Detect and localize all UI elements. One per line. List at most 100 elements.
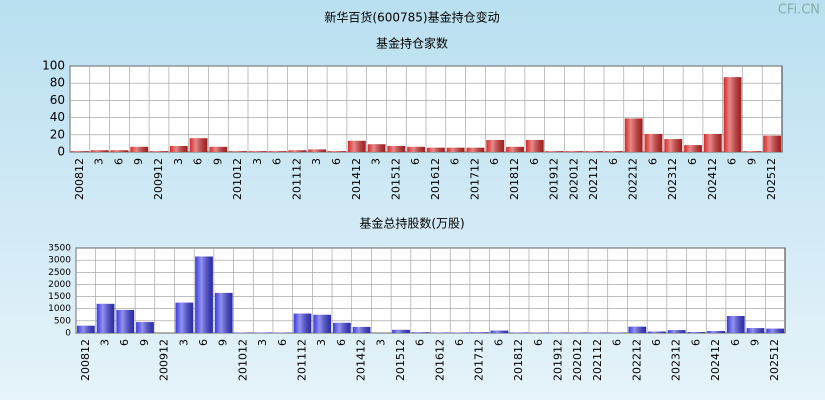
x-tick-label: 201912 [548, 158, 561, 200]
x-tick-label: 201012 [236, 339, 249, 381]
bar-shine [175, 302, 194, 333]
x-tick-label: 6 [330, 158, 343, 165]
x-tick-label: 6 [335, 339, 348, 346]
x-tick-label: 6 [611, 339, 624, 346]
x-tick-label: 3 [370, 158, 383, 165]
bar-shine [313, 314, 332, 333]
bar-shine [288, 150, 307, 152]
bar-shine [628, 326, 647, 333]
x-tick-label: 6 [650, 339, 663, 346]
bar-shine [70, 151, 89, 152]
x-tick-label: 3 [315, 339, 328, 346]
bar-shine [136, 322, 154, 333]
bar-shine [214, 292, 233, 333]
bar-shine [96, 303, 115, 333]
x-tick-label: 202312 [670, 339, 683, 381]
x-tick-label: 201712 [468, 158, 481, 200]
bar-shine [624, 118, 643, 152]
x-tick-label: 202512 [768, 339, 781, 381]
bar-shine [352, 326, 371, 333]
bar-shine [268, 151, 287, 152]
bar-shine [426, 147, 445, 152]
x-tick-label: 202012 [571, 339, 584, 381]
x-tick-label: 6 [729, 339, 742, 346]
bar-shine [766, 328, 785, 333]
x-tick-label: 9 [138, 339, 151, 346]
bar-shine [411, 332, 430, 333]
x-tick-label: 201512 [394, 339, 407, 381]
x-tick-label: 202012 [567, 158, 580, 200]
x-tick-label: 6 [492, 339, 505, 346]
x-tick-label: 201912 [552, 339, 565, 381]
x-tick-label: 201612 [429, 158, 442, 200]
bar-shine [110, 150, 129, 152]
bar-shine [90, 150, 109, 152]
bar-shine [687, 332, 706, 333]
bar-shine [703, 133, 722, 152]
x-tick-label: 3 [310, 158, 323, 165]
bar-shine [169, 145, 188, 152]
y-tick-label: 2000 [48, 280, 71, 290]
bar-shine [293, 313, 312, 333]
bar-shine [644, 133, 663, 152]
x-tick-label: 6 [112, 158, 125, 165]
chart-title: 基金持仓家数 [376, 36, 448, 51]
x-tick-label: 202212 [630, 339, 643, 381]
y-tick-label: 1500 [48, 292, 71, 302]
x-tick-label: 3 [256, 339, 269, 346]
x-tick-label: 6 [528, 158, 541, 165]
bar-shine [604, 151, 623, 152]
x-tick-label: 6 [414, 339, 427, 346]
x-tick-label: 201612 [433, 339, 446, 381]
x-tick-label: 202512 [765, 158, 778, 200]
watermark: CFi.CN [778, 3, 820, 18]
x-tick-label: 200912 [152, 158, 165, 200]
bar-shine [707, 331, 725, 333]
bar-shine [585, 151, 604, 152]
x-tick-label: 6 [192, 158, 205, 165]
bar-shine [684, 145, 702, 152]
y-tick-label: 500 [54, 316, 71, 326]
x-tick-label: 201112 [295, 339, 308, 381]
bar-shine [76, 325, 95, 333]
y-tick-label: 3500 [48, 244, 71, 254]
bar-shine [333, 322, 351, 333]
bar-shine [392, 329, 410, 333]
x-tick-label: 3 [251, 158, 264, 165]
bar-shine [743, 151, 762, 152]
x-tick-label: 202112 [591, 339, 604, 381]
x-tick-label: 9 [745, 158, 758, 165]
y-tick-label: 20 [50, 127, 65, 141]
x-tick-label: 9 [217, 339, 230, 346]
x-tick-label: 3 [177, 339, 190, 346]
x-tick-label: 202312 [666, 158, 679, 200]
x-tick-label: 9 [748, 339, 761, 346]
bar-shine [446, 147, 465, 152]
bar-shine [150, 151, 168, 152]
x-tick-label: 200912 [158, 339, 171, 381]
bar-shine [347, 140, 366, 152]
x-tick-label: 6 [118, 339, 131, 346]
x-tick-label: 6 [488, 158, 501, 165]
y-tick-label: 100 [42, 59, 65, 73]
bar-shine [506, 146, 524, 152]
bar-shine [209, 146, 228, 152]
bar-shine [664, 139, 683, 152]
x-tick-label: 200812 [73, 158, 86, 200]
y-tick-label: 2500 [48, 268, 71, 278]
x-tick-label: 202412 [706, 158, 719, 200]
y-tick-label: 80 [50, 76, 65, 90]
x-tick-label: 6 [276, 339, 289, 346]
bar-shine [525, 139, 544, 152]
x-tick-label: 202412 [709, 339, 722, 381]
y-tick-label: 40 [50, 110, 65, 124]
bar-shine [130, 146, 149, 152]
x-tick-label: 6 [607, 158, 620, 165]
x-tick-label: 202112 [587, 158, 600, 200]
x-tick-label: 3 [172, 158, 185, 165]
bar-shine [565, 151, 584, 152]
bar-shine [328, 151, 346, 152]
y-tick-label: 0 [57, 145, 65, 159]
x-tick-label: 6 [686, 158, 699, 165]
